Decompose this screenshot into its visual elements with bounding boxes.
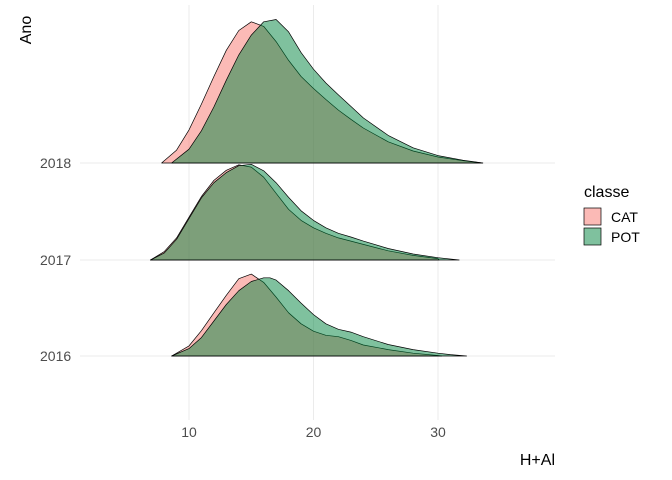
- y-axis-title: Ano: [18, 16, 35, 45]
- y-tick-label-2016: 2016: [40, 348, 71, 364]
- legend-label-cat: CAT: [611, 209, 638, 225]
- legend-label-pot: POT: [611, 229, 640, 245]
- ridge-pot-2017: [150, 163, 460, 261]
- x-axis-title: H+Al: [520, 452, 555, 469]
- legend-key-pot: [583, 227, 602, 246]
- x-tick-label-30: 30: [430, 424, 446, 440]
- legend-key-cat: [583, 207, 602, 226]
- legend-entries: CAT POT: [583, 207, 640, 246]
- ridge-pot-2016: [171, 277, 467, 357]
- density-ridges: [150, 19, 484, 357]
- y-axis-tick-labels: 2016 2017 2018: [40, 155, 71, 364]
- x-tick-label-10: 10: [181, 424, 197, 440]
- y-tick-label-2017: 2017: [40, 252, 71, 268]
- x-tick-label-20: 20: [306, 424, 322, 440]
- ridge-pot-2018: [171, 19, 484, 164]
- legend-title: classe: [584, 184, 629, 201]
- legend: classe CAT POT: [583, 184, 640, 246]
- grid-lines: [80, 5, 555, 420]
- y-tick-label-2018: 2018: [40, 155, 71, 171]
- x-axis-tick-labels: 10 20 30: [181, 424, 446, 440]
